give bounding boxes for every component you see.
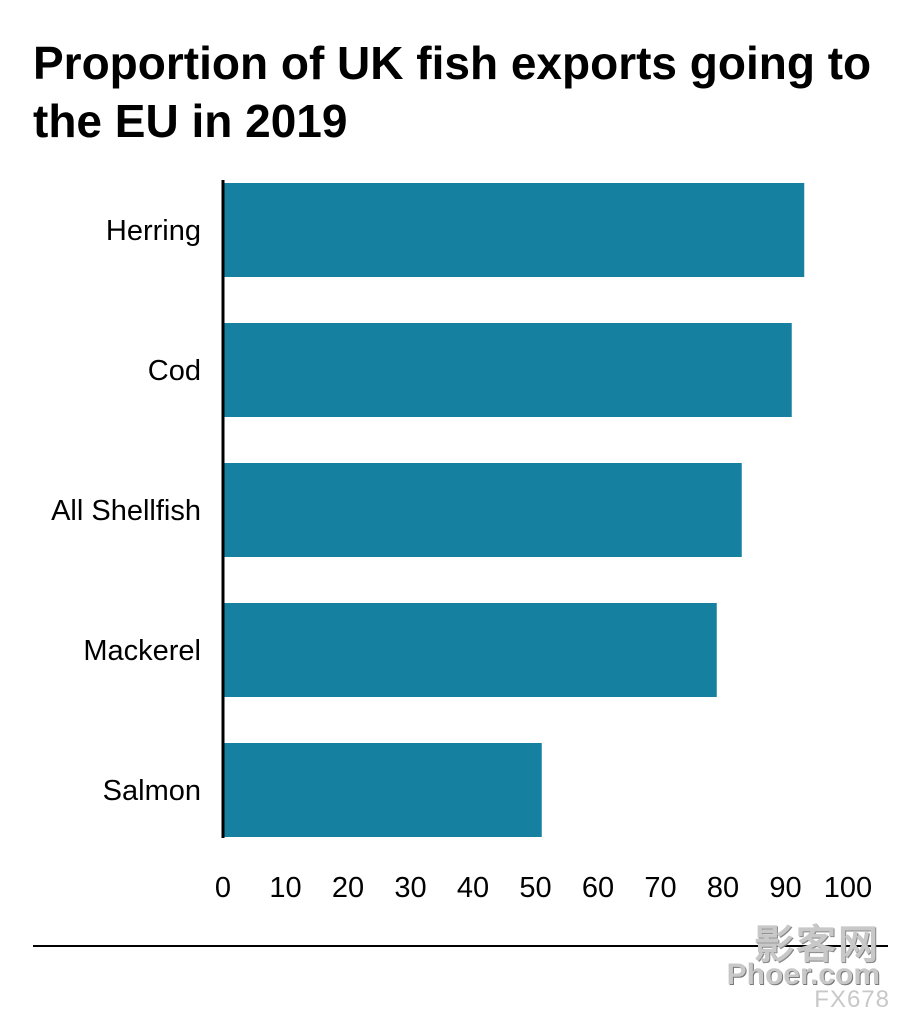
x-tick-label: 60 xyxy=(582,872,614,904)
x-tick-label: 100 xyxy=(824,872,872,904)
x-tick-label: 30 xyxy=(394,872,426,904)
x-tick-label: 40 xyxy=(457,872,489,904)
category-label: Salmon xyxy=(103,775,201,807)
chart-title: Proportion of UK fish exports going to t… xyxy=(33,37,872,147)
watermark-site: Phoer.com xyxy=(726,958,880,991)
x-tick-label: 80 xyxy=(707,872,739,904)
x-tick-label: 70 xyxy=(644,872,676,904)
bar-mackerel xyxy=(223,603,717,697)
x-tick-label: 90 xyxy=(769,872,801,904)
bar-cod xyxy=(223,323,792,417)
category-label: Herring xyxy=(106,215,201,247)
category-label: Mackerel xyxy=(83,635,201,667)
watermark-chinese: 影客网 xyxy=(754,922,880,968)
x-tick-label: 0 xyxy=(215,872,231,904)
bar-all-shellfish xyxy=(223,463,742,557)
category-label: All Shellfish xyxy=(51,495,201,527)
bar-salmon xyxy=(223,743,542,837)
watermark-code: FX678 xyxy=(814,986,890,1013)
footer-divider xyxy=(33,945,888,947)
x-tick-label: 20 xyxy=(332,872,364,904)
category-label: Cod xyxy=(148,355,201,387)
bar-herring xyxy=(223,183,805,277)
x-tick-label: 10 xyxy=(269,872,301,904)
x-tick-label: 50 xyxy=(519,872,551,904)
